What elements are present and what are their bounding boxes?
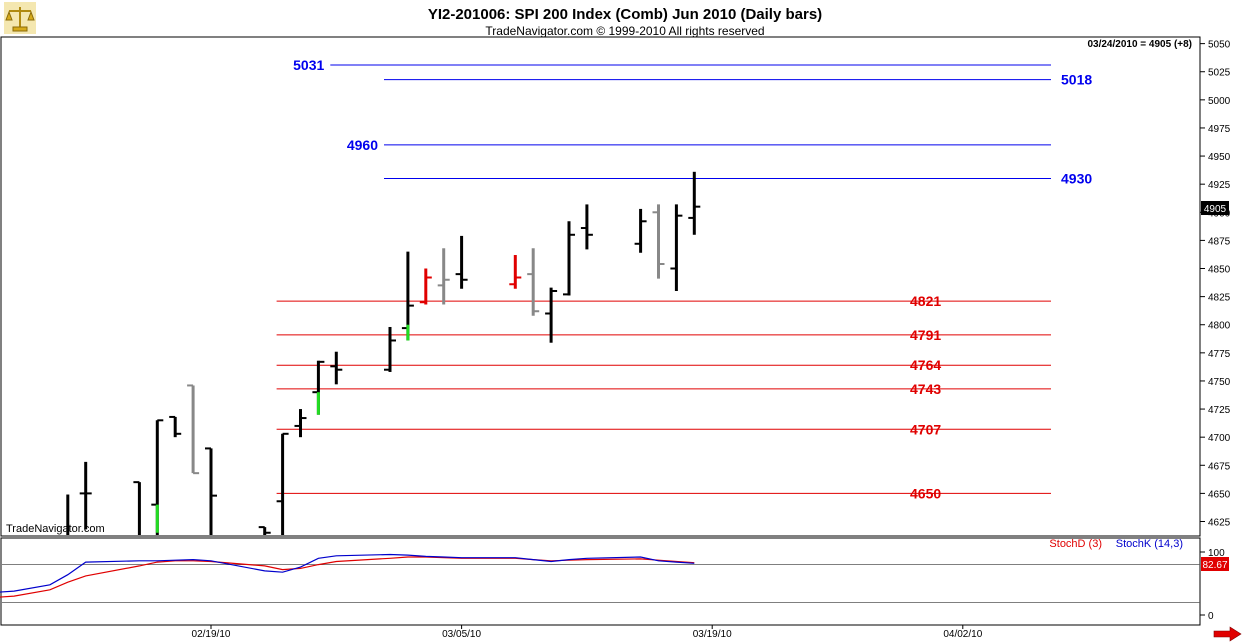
ohlc-bar	[258, 526, 271, 535]
chart-subtitle: TradeNavigator.com © 1999-2010 All right…	[485, 24, 764, 38]
level-label: 4707	[910, 421, 941, 437]
stochastic-axis: 0 100	[1200, 548, 1225, 622]
ohlc-bar	[169, 415, 182, 438]
level-label: 4821	[910, 293, 941, 309]
price-tick-label: 4700	[1208, 433, 1231, 444]
price-axis: 4625 4650 4675 4700 4725 4750 4775 4800 4825 4850…	[1200, 40, 1231, 529]
ohlc-bar	[205, 447, 217, 535]
ohlc-bar	[276, 432, 289, 535]
ohlc-bar	[652, 204, 665, 279]
ohlc-bar	[294, 409, 307, 438]
price-tick-label: 4625	[1208, 518, 1231, 529]
last-price-tag: 4905	[1201, 201, 1229, 215]
price-tick-label: 4850	[1208, 265, 1231, 276]
ohlc-bar	[670, 204, 683, 291]
level-label: 4960	[347, 137, 378, 153]
stochastic-tick-label: 100	[1208, 548, 1225, 559]
level-label: 4764	[910, 357, 941, 373]
price-tick-label: 4875	[1208, 236, 1231, 247]
ohlc-bar	[527, 248, 540, 316]
level-label: 4650	[910, 485, 941, 501]
legend-stochk: StochK (14,3)	[1116, 538, 1183, 550]
ohlc-bar	[330, 351, 343, 385]
ohlc-bar	[509, 255, 522, 289]
price-tick-label: 5000	[1208, 96, 1231, 107]
price-tick-label: 4675	[1208, 461, 1231, 472]
chart-title: YI2-201006: SPI 200 Index (Comb) Jun 201…	[428, 6, 822, 23]
date-tick-label: 02/19/10	[192, 629, 231, 640]
price-tick-label: 4650	[1208, 489, 1231, 500]
level-lines: 5031 5018 4960 4930 4821 4791 4764 4743 4707 4650	[276, 57, 1092, 501]
date-axis: 02/19/10 03/05/10 03/19/10 04/02/10	[192, 625, 983, 640]
last-price-label: 4905	[1204, 204, 1227, 215]
date-tick-label: 04/02/10	[943, 629, 982, 640]
date-tick-label: 03/19/10	[693, 629, 732, 640]
scales-logo-icon	[4, 2, 36, 34]
price-tick-label: 4775	[1208, 349, 1231, 360]
watermark-text: TradeNavigator.com	[6, 523, 105, 535]
price-tick-label: 4825	[1208, 293, 1231, 304]
stochastic-series-line	[0, 553, 695, 593]
ohlc-bar	[384, 326, 396, 372]
level-label: 4743	[910, 381, 941, 397]
stochastic-lines	[0, 553, 695, 598]
ohlc-bar	[563, 221, 575, 296]
ohlc-bar	[437, 248, 450, 305]
last-stoch-tag: 82.67	[1201, 557, 1229, 571]
price-bars	[66, 171, 701, 535]
ohlc-bar	[545, 287, 558, 343]
level-label: 5018	[1061, 72, 1092, 88]
status-readout: 03/24/2010 = 4905 (+8)	[1087, 39, 1192, 50]
level-label: 5031	[293, 57, 324, 73]
ohlc-bar	[634, 208, 647, 253]
level-label: 4791	[910, 327, 941, 343]
price-tick-label: 4750	[1208, 377, 1231, 388]
price-tick-label: 4925	[1208, 180, 1231, 191]
stochastic-tick-label: 0	[1208, 611, 1214, 622]
stochastic-pane	[0, 537, 1201, 626]
ohlc-bar	[419, 268, 432, 305]
stochastic-series-line	[0, 556, 695, 598]
ohlc-bar	[688, 171, 701, 235]
price-tick-label: 4975	[1208, 124, 1231, 135]
right-arrow-icon[interactable]	[1212, 626, 1242, 642]
ohlc-bar	[580, 204, 593, 250]
price-tick-label: 5050	[1208, 40, 1231, 51]
price-tick-label: 5025	[1208, 68, 1231, 79]
price-pane	[0, 36, 1201, 537]
date-tick-label: 03/05/10	[442, 629, 481, 640]
level-label: 4930	[1061, 171, 1092, 187]
price-tick-label: 4800	[1208, 321, 1231, 332]
price-tick-label: 4725	[1208, 405, 1231, 416]
ohlc-bar	[133, 481, 141, 535]
legend-stochd: StochD (3)	[1049, 538, 1102, 550]
ohlc-bar	[79, 461, 92, 530]
price-tick-label: 4950	[1208, 152, 1231, 163]
ohlc-bar	[187, 384, 200, 475]
ohlc-bar	[455, 235, 468, 289]
stochastic-reference-lines	[2, 564, 1200, 603]
last-stoch-label: 82.67	[1202, 560, 1227, 571]
